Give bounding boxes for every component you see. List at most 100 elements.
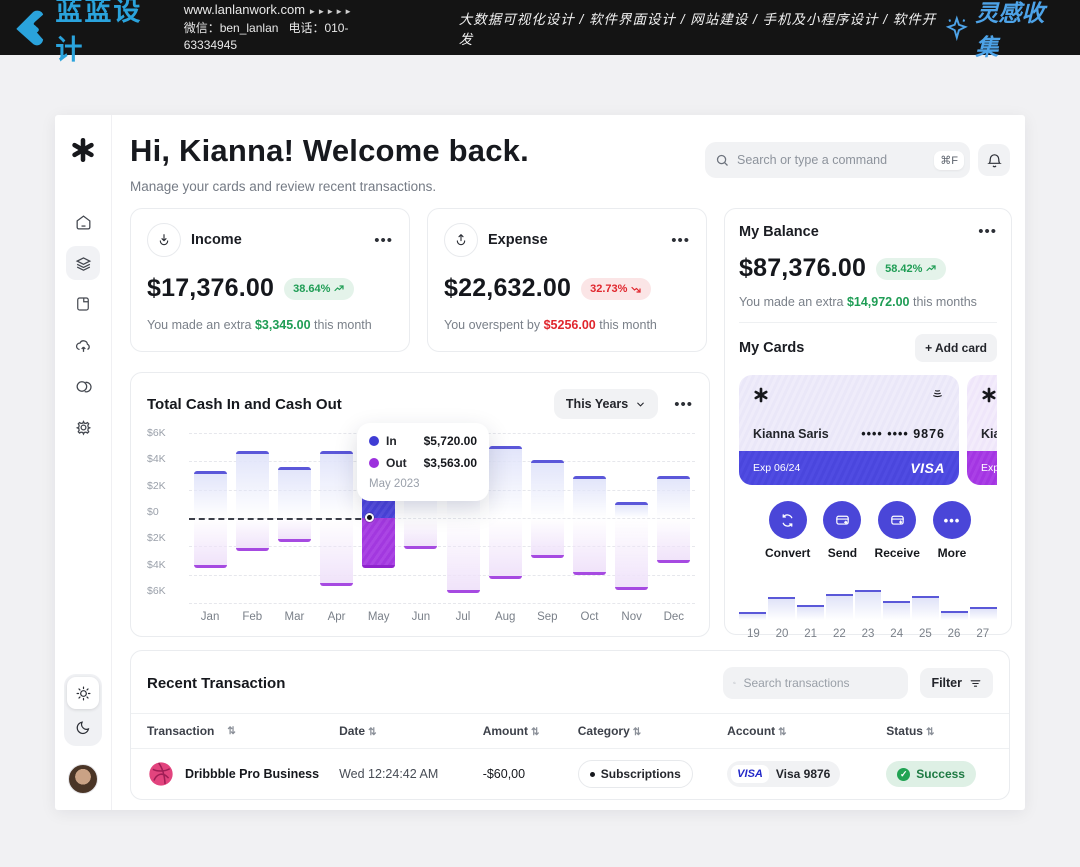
card-expiry: Exp 06/24 (753, 462, 801, 474)
gear-icon (75, 419, 91, 435)
main-content: Hi, Kianna! Welcome back. Manage your ca… (112, 115, 1025, 810)
income-amount: $17,376.00 (147, 274, 275, 302)
col-amount[interactable]: Amount ⇅ (482, 724, 540, 738)
layers-icon (75, 256, 91, 271)
mini-bar (854, 589, 882, 620)
sort-icon: ⇅ (632, 727, 642, 738)
x-tick: Jan (200, 611, 220, 623)
chart-column[interactable] (320, 433, 354, 603)
more-button[interactable]: ••• More (933, 501, 971, 560)
trend-down-icon (631, 286, 642, 293)
moon-icon (76, 720, 89, 734)
credit-card-secondary[interactable]: Kianna Exp 06/2 (967, 375, 997, 485)
sun-icon (76, 686, 90, 700)
income-menu-button[interactable]: ••• (374, 231, 393, 249)
col-transaction[interactable]: Transaction ⇅ (147, 724, 236, 738)
period-select[interactable]: This Years (553, 389, 659, 419)
search-icon (733, 681, 737, 685)
cashflow-menu-button[interactable]: ••• (674, 395, 693, 413)
banner-site: www.lanlanwork.com (183, 2, 306, 17)
theme-dark-button[interactable] (67, 711, 99, 743)
y-tick: $4K (147, 453, 166, 466)
hover-marker-dot (365, 513, 374, 522)
col-status[interactable]: Status ⇅ (886, 724, 935, 738)
sidebar-item-cloud[interactable] (66, 328, 100, 362)
chart-column[interactable] (615, 433, 649, 603)
col-account[interactable]: Account ⇅ (727, 724, 787, 738)
chart-column[interactable] (530, 433, 564, 603)
chart-column[interactable] (235, 433, 269, 603)
x-tick: May (367, 611, 390, 623)
sort-icon: ⇅ (778, 727, 787, 738)
convert-button[interactable]: Convert (765, 501, 810, 560)
filter-button[interactable]: Filter (920, 668, 993, 698)
balance-title: My Balance (739, 223, 819, 240)
balance-note: You made an extra $14,972.00 this months (739, 295, 977, 309)
visa-logo: VISA (910, 460, 945, 476)
x-tick: Sep (537, 611, 558, 623)
collect-label: 灵感收集 (975, 0, 1045, 60)
credit-card-primary[interactable]: Kianna Saris •••• •••• 9876 Exp 06/24 VI… (739, 375, 959, 485)
x-tick: Mar (284, 611, 305, 623)
tooltip-period: May 2023 (369, 478, 420, 490)
sidebar-item-home[interactable] (66, 205, 100, 239)
chart-column[interactable] (488, 433, 522, 603)
mini-bar (970, 606, 998, 620)
search-icon (716, 154, 728, 166)
search-input[interactable] (737, 153, 928, 167)
expense-menu-button[interactable]: ••• (671, 231, 690, 249)
sidebar-item-settings[interactable] (66, 410, 100, 444)
in-dot-icon (369, 436, 379, 446)
transaction-row[interactable]: Dribbble Pro Business Wed 12:24:42 AM -$… (131, 749, 1009, 799)
chart-column[interactable] (572, 433, 606, 603)
income-card: Income ••• $17,376.00 38.64% You made an… (130, 208, 410, 352)
income-icon (147, 223, 181, 257)
transactions-search[interactable] (723, 667, 909, 699)
balance-menu-button[interactable]: ••• (978, 223, 997, 240)
x-tick: Dec (663, 611, 685, 623)
expense-title: Expense (488, 232, 548, 248)
cashflow-y-axis: $6K $4K $2K $0 $2K $4K $6K (147, 427, 183, 597)
zero-line (189, 518, 371, 520)
x-tick: Aug (494, 611, 516, 623)
card-holder: Kianna (981, 427, 997, 441)
sidebar-item-messages[interactable] (66, 369, 100, 403)
send-button[interactable]: Send (823, 501, 862, 560)
global-search[interactable]: ⌘F (705, 142, 970, 178)
receive-button[interactable]: Receive (875, 501, 920, 560)
transactions-search-input[interactable] (743, 676, 899, 690)
mini-bar (883, 601, 911, 620)
transaction-account: VISA Visa 9876 (727, 761, 886, 787)
chart-column[interactable] (277, 433, 311, 603)
cashflow-card: Total Cash In and Cash Out This Years ••… (130, 372, 710, 637)
balance-card: My Balance ••• $87,376.00 58.42% You mad… (724, 208, 1012, 640)
notifications-button[interactable] (978, 144, 1010, 176)
mini-x-tick: 26 (947, 628, 961, 640)
theme-toggle[interactable] (64, 674, 102, 746)
chart-column[interactable] (657, 433, 691, 603)
cards-carousel[interactable]: Kianna Saris •••• •••• 9876 Exp 06/24 VI… (739, 375, 997, 485)
cashflow-plot: In $5,720.00 Out $3,563.00 May 2023 (189, 423, 695, 604)
y-tick: $2K (147, 479, 166, 492)
balance-mini-chart (739, 578, 998, 620)
col-date[interactable]: Date ⇅ (339, 724, 377, 738)
income-change-badge: 38.64% (284, 277, 355, 300)
transaction-name: Dribbble Pro Business (185, 767, 320, 781)
chart-column[interactable] (193, 433, 227, 603)
trend-up-icon (926, 264, 937, 271)
sidebar-item-layers[interactable] (66, 246, 100, 280)
add-card-button[interactable]: + Add card (915, 334, 997, 362)
user-avatar[interactable] (68, 764, 98, 794)
card-logo-asterisk-icon (982, 387, 996, 403)
theme-light-button[interactable] (67, 677, 99, 709)
mini-bar (796, 605, 824, 620)
chat-icon (76, 380, 92, 392)
page-subtitle: Manage your cards and review recent tran… (130, 179, 437, 194)
sidebar-nav (66, 205, 100, 444)
mini-bar (767, 596, 795, 620)
y-tick: $2K (147, 532, 166, 545)
col-category[interactable]: Category ⇅ (577, 724, 642, 738)
cashflow-title: Total Cash In and Cash Out (147, 395, 342, 413)
sidebar-item-documents[interactable] (66, 287, 100, 321)
sidebar-bottom (64, 674, 102, 794)
